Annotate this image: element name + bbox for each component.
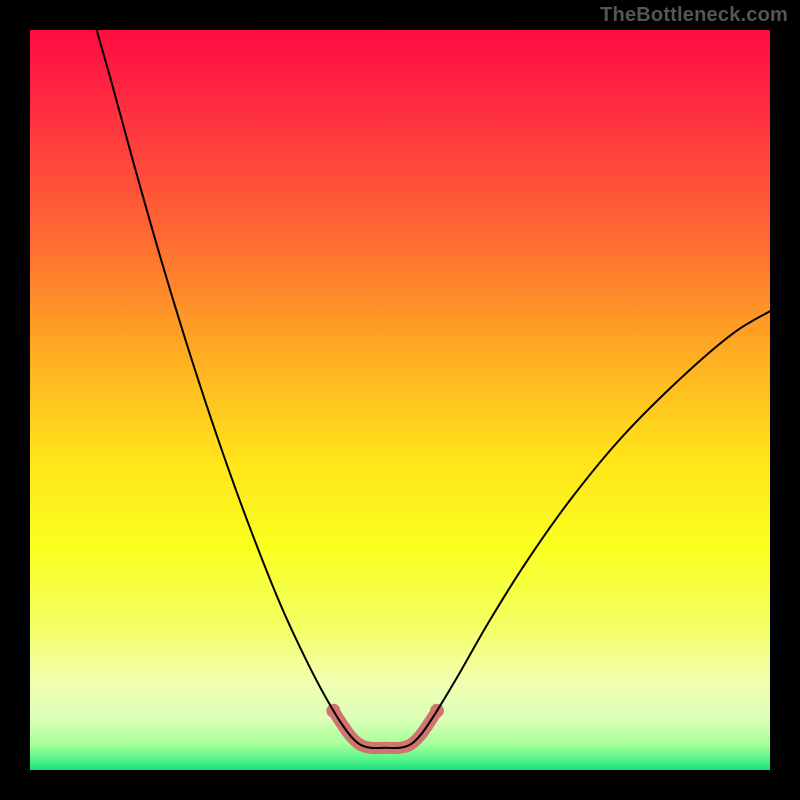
chart-svg [0,0,800,800]
chart-stage: TheBottleneck.com [0,0,800,800]
